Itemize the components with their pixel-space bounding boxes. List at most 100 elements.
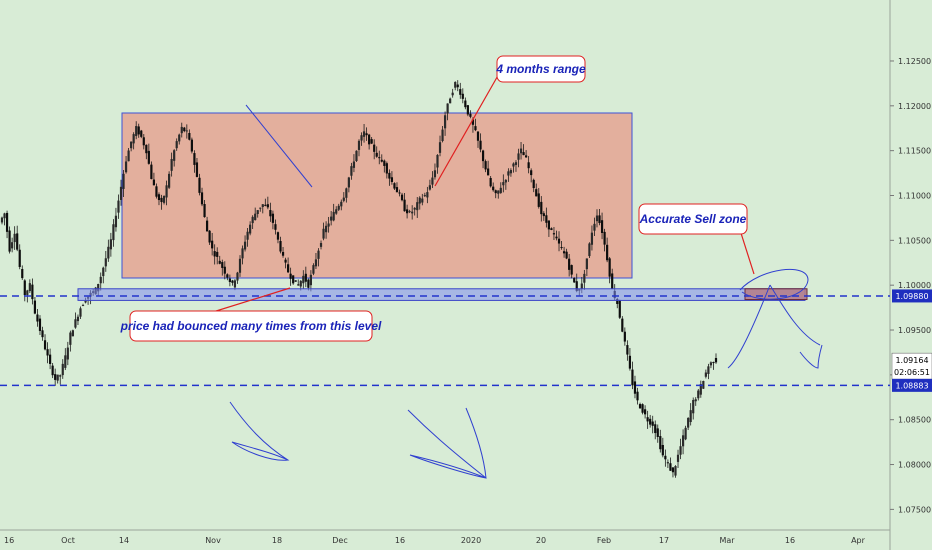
candle-body (428, 185, 431, 190)
x-tick-label: Dec (332, 536, 347, 545)
candle-body (145, 144, 148, 154)
candle-body (178, 134, 181, 142)
candle-body (535, 189, 538, 197)
candle-body (418, 197, 421, 204)
candle-body (173, 150, 176, 161)
sell-callout-pointer (739, 229, 755, 275)
y-tick-label: 1.10500 (898, 236, 931, 245)
candle-body (81, 305, 85, 307)
x-tick-label: 17 (659, 536, 669, 545)
candle-body (122, 173, 125, 189)
candle-body (388, 172, 391, 179)
candle-body (200, 192, 204, 205)
candle-body (357, 140, 361, 150)
candle-body (170, 158, 173, 171)
y-tick-label: 1.07500 (898, 505, 931, 514)
candle-body (714, 357, 718, 363)
candle-body (497, 190, 500, 194)
candle-body (28, 283, 31, 292)
candle-body (562, 251, 566, 254)
candle-body (97, 283, 100, 292)
candle-body (370, 139, 373, 144)
candle-body (269, 210, 272, 217)
candle-body (185, 130, 188, 132)
candle-body (249, 224, 252, 234)
candle-body (598, 215, 601, 224)
range-callout-pointer (434, 71, 501, 187)
candle-body (644, 409, 647, 415)
candle-body (692, 399, 695, 414)
candle-body (628, 355, 632, 369)
candle-body (16, 233, 19, 250)
candle-body (459, 89, 462, 95)
candle-body (31, 284, 34, 300)
candle-body (530, 170, 533, 176)
candle-body (66, 347, 69, 360)
candle-body (317, 250, 320, 259)
candle-body (342, 197, 345, 201)
badge-current-price: 1.09164 02:06:51 (891, 352, 932, 380)
candle-body (479, 140, 482, 150)
y-tick-label: 1.08500 (898, 416, 931, 425)
candle-body (208, 230, 211, 243)
candle-body (636, 391, 639, 401)
candle-body (190, 139, 193, 152)
candle-body (631, 369, 634, 386)
candle-body (49, 354, 52, 364)
bounce-callout-box (129, 310, 373, 342)
candle-body (198, 177, 201, 193)
candle-body (160, 197, 163, 203)
candle-body (623, 331, 626, 342)
candle-body (228, 278, 231, 283)
candle-body (114, 215, 118, 228)
candle-body (157, 194, 161, 201)
x-tick-label: 16 (785, 536, 795, 545)
candle-body (345, 188, 348, 198)
candle-body (38, 318, 42, 331)
candle-body (699, 384, 702, 395)
candle-body (352, 161, 356, 168)
x-tick-label: Nov (205, 536, 221, 545)
candle-body (340, 201, 343, 207)
candle-body (142, 137, 145, 146)
candle-body (514, 162, 518, 165)
candle-body (512, 163, 515, 167)
candle-body (132, 134, 135, 144)
candle-body (271, 213, 275, 223)
candle-body (474, 126, 477, 131)
candle-body (697, 390, 700, 399)
candle-body (679, 446, 682, 455)
price-axis-background (890, 0, 932, 530)
candle-body (56, 374, 59, 381)
candle-body (383, 160, 386, 166)
candle-body (426, 192, 429, 198)
candle-body (43, 340, 47, 350)
candle-body (368, 134, 371, 145)
candle-body (436, 154, 439, 168)
candle-body (466, 105, 469, 115)
candle-body (168, 173, 171, 188)
candle-body (360, 135, 363, 141)
candle-body (216, 251, 219, 257)
candle-body (638, 404, 642, 409)
candle-body (150, 164, 153, 180)
x-tick-label: 2020 (461, 536, 481, 545)
candle-body (205, 220, 209, 232)
candle-body (712, 362, 715, 364)
y-tick-label: 1.12000 (898, 102, 931, 111)
candle-body (487, 168, 490, 176)
candle-body (704, 372, 707, 377)
candle-body (236, 272, 239, 281)
x-tick-label: 20 (536, 536, 546, 545)
candle-body (547, 220, 550, 230)
candle-body (327, 223, 330, 227)
candle-body (600, 220, 604, 233)
candle-body (193, 153, 196, 165)
candle-body (292, 275, 295, 284)
candle-body (233, 280, 237, 288)
candle-body (281, 251, 285, 256)
badge-current-price-text: 1.09164 (895, 356, 928, 365)
candle-body (659, 436, 662, 450)
candle-body (61, 363, 64, 376)
